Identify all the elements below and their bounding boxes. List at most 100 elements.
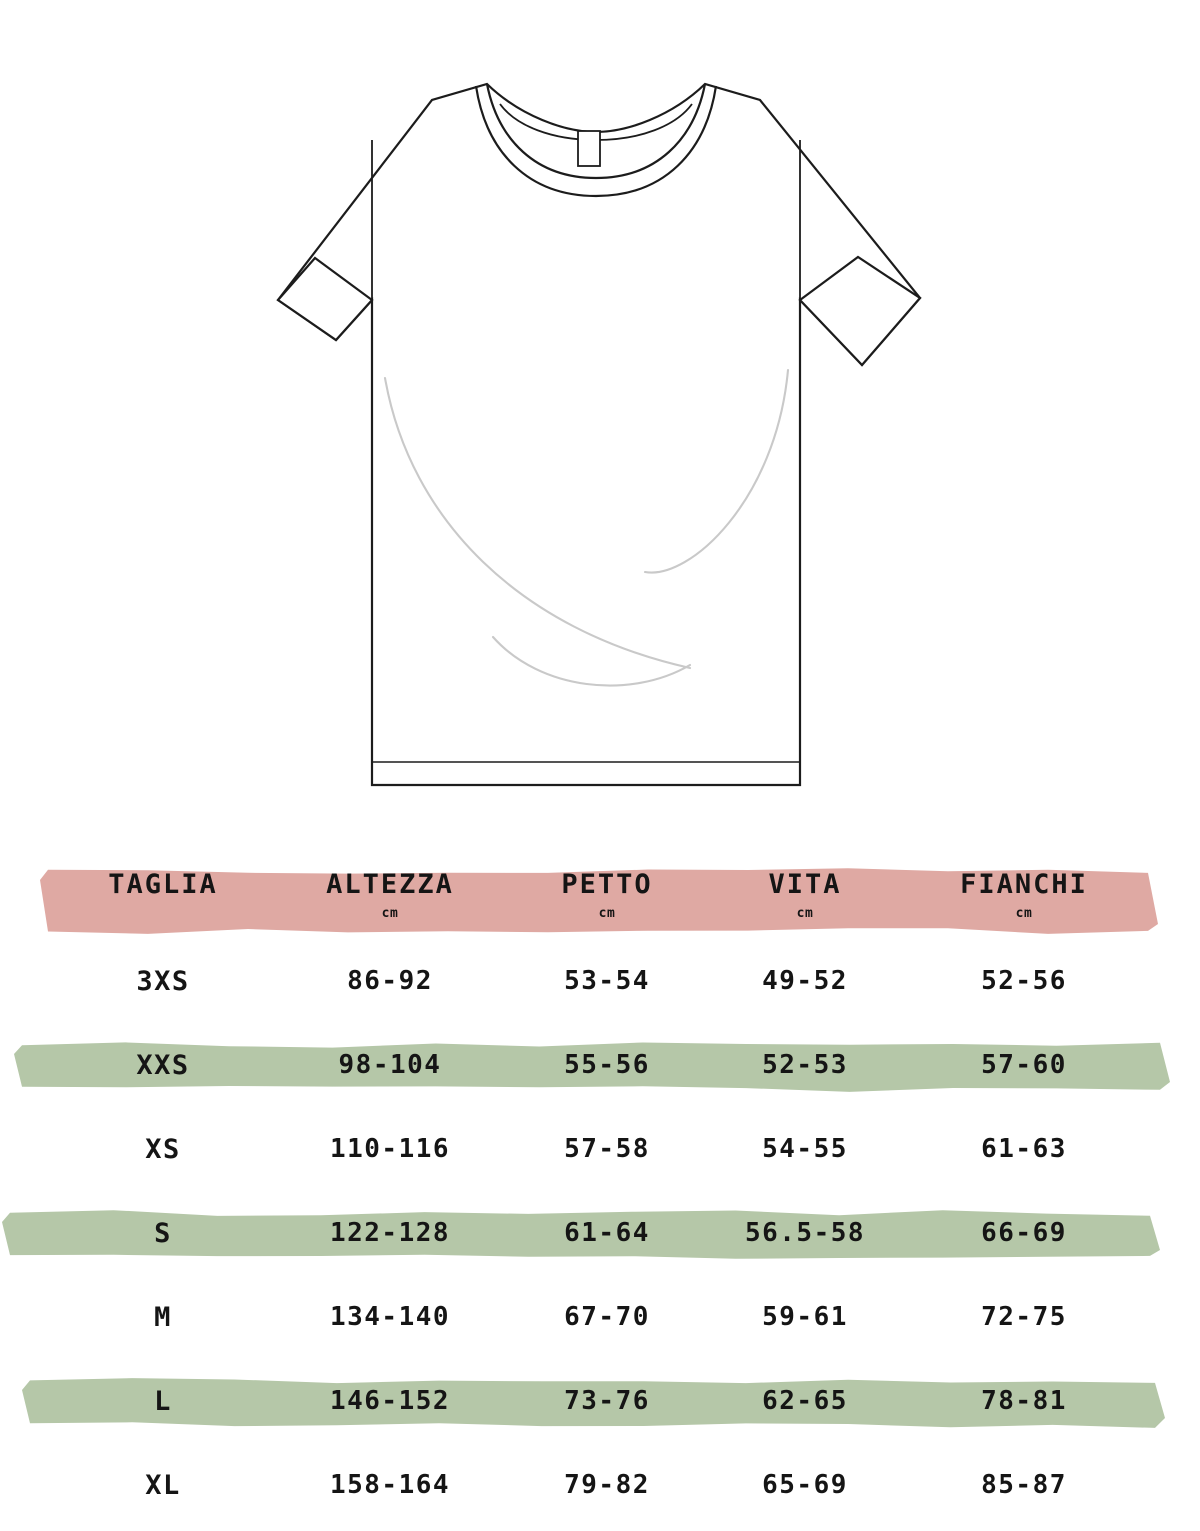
table-row[interactable]: XS 110-116 57-58 54-55 61-63 <box>0 1107 1200 1191</box>
cell-value: 61-63 <box>981 1134 1067 1164</box>
cell-value: 79-82 <box>564 1470 650 1500</box>
column-header-label: FIANCHI <box>960 869 1088 900</box>
cell-value: 65-69 <box>762 1470 848 1500</box>
column-header-taglia: TAGLIA <box>58 855 268 955</box>
header-cells: TAGLIA ALTEZZA cm PETTO cm VITA cm FIANCHI cm <box>0 855 1200 939</box>
row-cells: XL 158-164 79-82 65-69 85-87 <box>0 1443 1200 1527</box>
cell-l-petto: 73-76 <box>512 1359 702 1443</box>
column-unit-label: cm <box>598 906 616 921</box>
cell-xs-vita: 54-55 <box>702 1107 908 1191</box>
cell-xxs-fianchi: 57-60 <box>908 1023 1140 1107</box>
cell-xxs-vita: 52-53 <box>702 1023 908 1107</box>
cell-value: 66-69 <box>981 1218 1067 1248</box>
neck-label-tab <box>577 130 601 167</box>
cell-value: 61-64 <box>564 1218 650 1248</box>
cell-value: 55-56 <box>564 1050 650 1080</box>
cell-value: 122-128 <box>329 1218 451 1248</box>
cell-value: 158-164 <box>329 1470 451 1500</box>
table-row[interactable]: L 146-152 73-76 62-65 78-81 <box>0 1359 1200 1443</box>
cell-value: 3XS <box>136 965 190 997</box>
cell-l-vita: 62-65 <box>702 1359 908 1443</box>
column-unit-label: cm <box>1015 906 1033 921</box>
row-cells: XS 110-116 57-58 54-55 61-63 <box>0 1107 1200 1191</box>
column-unit-label: cm <box>381 906 399 921</box>
fabric-fold-lines <box>383 368 790 687</box>
tshirt-illustration <box>276 82 922 787</box>
table-row[interactable]: M 134-140 67-70 59-61 72-75 <box>0 1275 1200 1359</box>
cell-value: L <box>154 1385 172 1417</box>
cell-3xs-altezza: 86-92 <box>268 939 512 1023</box>
cell-value: XXS <box>136 1049 190 1081</box>
table-row[interactable]: XXS 98-104 55-56 52-53 57-60 <box>0 1023 1200 1107</box>
cell-3xs-vita: 49-52 <box>702 939 908 1023</box>
column-header-label: TAGLIA <box>108 869 218 900</box>
cell-value: 57-60 <box>981 1050 1067 1080</box>
cell-value: 146-152 <box>329 1386 451 1416</box>
size-chart-table: TAGLIA ALTEZZA cm PETTO cm VITA cm FIANCHI cm 3XS… <box>0 855 1200 1531</box>
cell-value: 98-104 <box>338 1050 442 1080</box>
table-row[interactable]: XL 158-164 79-82 65-69 85-87 <box>0 1443 1200 1527</box>
cell-xl-size: XL <box>58 1443 268 1527</box>
cell-xl-petto: 79-82 <box>512 1443 702 1527</box>
column-header-label: PETTO <box>561 869 653 900</box>
cell-value: M <box>154 1301 172 1333</box>
fold-line-right <box>643 368 790 574</box>
table-header-row: TAGLIA ALTEZZA cm PETTO cm VITA cm FIANCHI cm <box>0 855 1200 939</box>
cell-xs-size: XS <box>58 1107 268 1191</box>
cell-value: 52-53 <box>762 1050 848 1080</box>
column-header-label: VITA <box>768 869 842 900</box>
cell-value: 85-87 <box>981 1470 1067 1500</box>
cell-m-size: M <box>58 1275 268 1359</box>
tshirt-outline <box>276 82 922 787</box>
cell-value: 54-55 <box>762 1134 848 1164</box>
cell-3xs-petto: 53-54 <box>512 939 702 1023</box>
cell-value: 110-116 <box>329 1134 451 1164</box>
cell-s-fianchi: 66-69 <box>908 1191 1140 1275</box>
row-cells: XXS 98-104 55-56 52-53 57-60 <box>0 1023 1200 1107</box>
collar-inner <box>474 85 718 198</box>
column-header-label: ALTEZZA <box>326 869 454 900</box>
column-header-vita: VITA cm <box>702 855 908 955</box>
tshirt-body-group <box>276 82 922 787</box>
cell-xs-fianchi: 61-63 <box>908 1107 1140 1191</box>
cell-value: 67-70 <box>564 1302 650 1332</box>
cell-value: 52-56 <box>981 966 1067 996</box>
row-cells: L 146-152 73-76 62-65 78-81 <box>0 1359 1200 1443</box>
cell-value: 73-76 <box>564 1386 650 1416</box>
cell-s-petto: 61-64 <box>512 1191 702 1275</box>
cell-xxs-size: XXS <box>58 1023 268 1107</box>
row-cells: M 134-140 67-70 59-61 72-75 <box>0 1275 1200 1359</box>
cell-value: 56.5-58 <box>744 1218 866 1248</box>
cell-m-petto: 67-70 <box>512 1275 702 1359</box>
cell-value: XL <box>145 1469 181 1501</box>
cell-value: 49-52 <box>762 966 848 996</box>
cell-s-size: S <box>58 1191 268 1275</box>
cell-xs-altezza: 110-116 <box>268 1107 512 1191</box>
cell-m-altezza: 134-140 <box>268 1275 512 1359</box>
cell-l-fianchi: 78-81 <box>908 1359 1140 1443</box>
cell-m-fianchi: 72-75 <box>908 1275 1140 1359</box>
cell-s-vita: 56.5-58 <box>702 1191 908 1275</box>
cell-m-vita: 59-61 <box>702 1275 908 1359</box>
cell-s-altezza: 122-128 <box>268 1191 512 1275</box>
cell-value: 72-75 <box>981 1302 1067 1332</box>
column-header-fianchi: FIANCHI cm <box>908 855 1140 955</box>
collar-outer <box>485 83 707 180</box>
cell-xl-vita: 65-69 <box>702 1443 908 1527</box>
cell-value: 53-54 <box>564 966 650 996</box>
table-row[interactable]: 3XS 86-92 53-54 49-52 52-56 <box>0 939 1200 1023</box>
cell-xl-fianchi: 85-87 <box>908 1443 1140 1527</box>
cell-value: S <box>154 1217 172 1249</box>
table-row[interactable]: S 122-128 61-64 56.5-58 66-69 <box>0 1191 1200 1275</box>
row-cells: 3XS 86-92 53-54 49-52 52-56 <box>0 939 1200 1023</box>
cell-l-size: L <box>58 1359 268 1443</box>
cell-l-altezza: 146-152 <box>268 1359 512 1443</box>
cell-value: 57-58 <box>564 1134 650 1164</box>
row-cells: S 122-128 61-64 56.5-58 66-69 <box>0 1191 1200 1275</box>
cell-value: 86-92 <box>347 966 433 996</box>
cell-value: XS <box>145 1133 181 1165</box>
column-header-petto: PETTO cm <box>512 855 702 955</box>
cell-value: 62-65 <box>762 1386 848 1416</box>
cell-3xs-fianchi: 52-56 <box>908 939 1140 1023</box>
cell-xl-altezza: 158-164 <box>268 1443 512 1527</box>
